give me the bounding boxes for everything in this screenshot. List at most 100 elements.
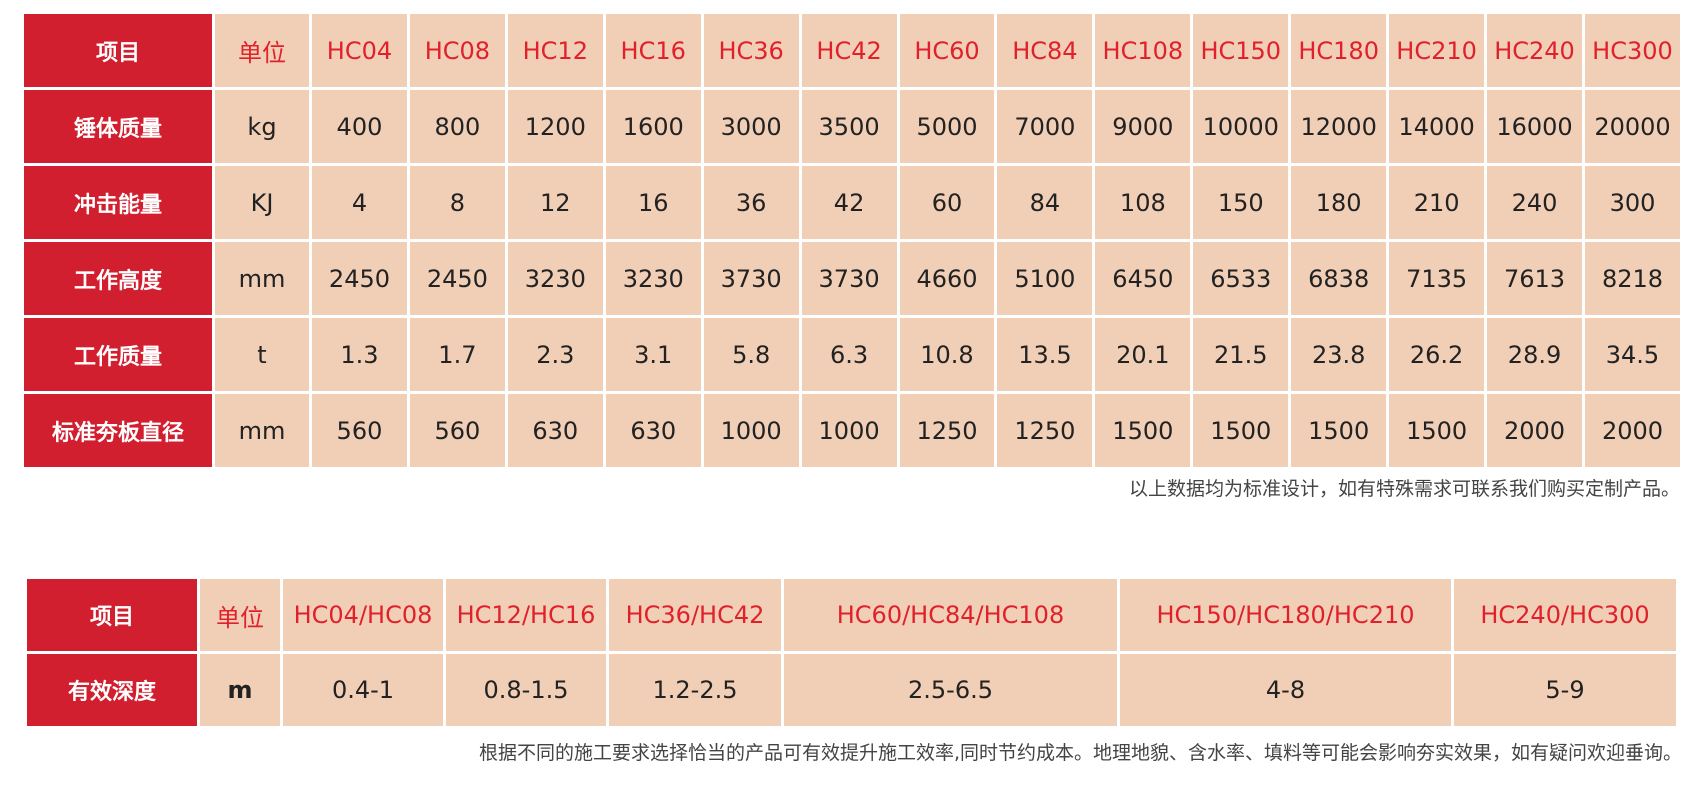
cell: 210 xyxy=(1389,166,1485,239)
cell: 240 xyxy=(1487,166,1582,239)
spec-note: 以上数据均为标准设计，如有特殊需求可联系我们购买定制产品。 xyxy=(1128,478,1680,500)
header-model: HC16 xyxy=(605,14,701,87)
row-unit: KJ xyxy=(215,166,309,239)
cell: 800 xyxy=(409,90,505,163)
cell: 150 xyxy=(1193,166,1289,239)
cell: 3000 xyxy=(703,90,799,163)
cell: 2000 xyxy=(1487,394,1582,467)
header-unit: 单位 xyxy=(215,14,309,87)
cell: 630 xyxy=(507,394,603,467)
table-row: 冲击能量 KJ 4 8 12 16 36 42 60 84 108 150 180 210 240 300 xyxy=(24,166,1680,239)
header-unit: 单位 xyxy=(200,579,280,651)
cell: 21.5 xyxy=(1193,318,1289,391)
cell: 1250 xyxy=(899,394,995,467)
cell: 3730 xyxy=(801,242,897,315)
cell: 6838 xyxy=(1291,242,1387,315)
cell: 1000 xyxy=(703,394,799,467)
cell: 6533 xyxy=(1193,242,1289,315)
cell: 1.7 xyxy=(409,318,505,391)
cell: 20.1 xyxy=(1095,318,1191,391)
cell: 5100 xyxy=(997,242,1093,315)
cell: 1500 xyxy=(1193,394,1289,467)
cell: 36 xyxy=(703,166,799,239)
cell: 1000 xyxy=(801,394,897,467)
cell: 7000 xyxy=(997,90,1093,163)
cell: 4-8 xyxy=(1120,654,1451,726)
row-unit: mm xyxy=(215,394,309,467)
header-item: 项目 xyxy=(24,14,212,87)
cell: 7135 xyxy=(1389,242,1485,315)
row-label: 有效深度 xyxy=(27,654,197,726)
cell: 0.8-1.5 xyxy=(446,654,606,726)
cell: 1200 xyxy=(507,90,603,163)
table-row: 工作高度 mm 2450 2450 3230 3230 3730 3730 4660 5100 64… xyxy=(24,242,1680,315)
table-row: 锤体质量 kg 400 800 1200 1600 3000 3500 5000 7000 9000… xyxy=(24,90,1680,163)
cell: 300 xyxy=(1584,166,1680,239)
cell: 560 xyxy=(312,394,407,467)
cell: 13.5 xyxy=(997,318,1093,391)
row-unit: kg xyxy=(215,90,309,163)
header-model: HC42 xyxy=(801,14,897,87)
header-model: HC240/HC300 xyxy=(1454,579,1676,651)
cell: 3230 xyxy=(605,242,701,315)
cell: 3500 xyxy=(801,90,897,163)
depth-note: 根据不同的施工要求选择恰当的产品可有效提升施工效率,同时节约成本。地理地貌、含水… xyxy=(478,742,1682,764)
cell: 14000 xyxy=(1389,90,1485,163)
cell: 0.4-1 xyxy=(283,654,443,726)
cell: 1.3 xyxy=(312,318,407,391)
header-model: HC108 xyxy=(1095,14,1191,87)
cell: 6.3 xyxy=(801,318,897,391)
header-model: HC60 xyxy=(899,14,995,87)
cell: 5000 xyxy=(899,90,995,163)
header-model: HC12/HC16 xyxy=(446,579,606,651)
cell: 3.1 xyxy=(605,318,701,391)
header-model: HC150 xyxy=(1193,14,1289,87)
cell: 4660 xyxy=(899,242,995,315)
depth-table: 项目 单位 HC04/HC08 HC12/HC16 HC36/HC42 HC60… xyxy=(24,576,1679,729)
cell: 12000 xyxy=(1291,90,1387,163)
row-label: 工作质量 xyxy=(24,318,212,391)
cell: 16000 xyxy=(1487,90,1582,163)
cell: 3230 xyxy=(507,242,603,315)
cell: 10.8 xyxy=(899,318,995,391)
row-unit: t xyxy=(215,318,309,391)
table-row: 有效深度 m 0.4-1 0.8-1.5 1.2-2.5 2.5-6.5 4-8… xyxy=(27,654,1676,726)
cell: 6450 xyxy=(1095,242,1191,315)
table-header-row: 项目 单位 HC04/HC08 HC12/HC16 HC36/HC42 HC60… xyxy=(27,579,1676,651)
cell: 16 xyxy=(605,166,701,239)
cell: 42 xyxy=(801,166,897,239)
row-unit: m xyxy=(200,654,280,726)
header-model: HC300 xyxy=(1584,14,1680,87)
cell: 400 xyxy=(312,90,407,163)
row-label: 标准夯板直径 xyxy=(24,394,212,467)
cell: 3730 xyxy=(703,242,799,315)
header-model: HC60/HC84/HC108 xyxy=(784,579,1117,651)
cell: 2450 xyxy=(312,242,407,315)
header-model: HC12 xyxy=(507,14,603,87)
header-model: HC08 xyxy=(409,14,505,87)
row-unit: mm xyxy=(215,242,309,315)
cell: 84 xyxy=(997,166,1093,239)
cell: 12 xyxy=(507,166,603,239)
table-row: 标准夯板直径 mm 560 560 630 630 1000 1000 1250 1250 1500… xyxy=(24,394,1680,467)
cell: 4 xyxy=(312,166,407,239)
cell: 180 xyxy=(1291,166,1387,239)
cell: 7613 xyxy=(1487,242,1582,315)
header-model: HC180 xyxy=(1291,14,1387,87)
header-model: HC240 xyxy=(1487,14,1582,87)
cell: 2450 xyxy=(409,242,505,315)
cell: 10000 xyxy=(1193,90,1289,163)
cell: 26.2 xyxy=(1389,318,1485,391)
cell: 8 xyxy=(409,166,505,239)
cell: 28.9 xyxy=(1487,318,1582,391)
header-model: HC210 xyxy=(1389,14,1485,87)
cell: 630 xyxy=(605,394,701,467)
header-model: HC04 xyxy=(312,14,407,87)
cell: 108 xyxy=(1095,166,1191,239)
header-model: HC04/HC08 xyxy=(283,579,443,651)
cell: 8218 xyxy=(1584,242,1680,315)
cell: 2.3 xyxy=(507,318,603,391)
row-label: 工作高度 xyxy=(24,242,212,315)
cell: 5.8 xyxy=(703,318,799,391)
cell: 560 xyxy=(409,394,505,467)
